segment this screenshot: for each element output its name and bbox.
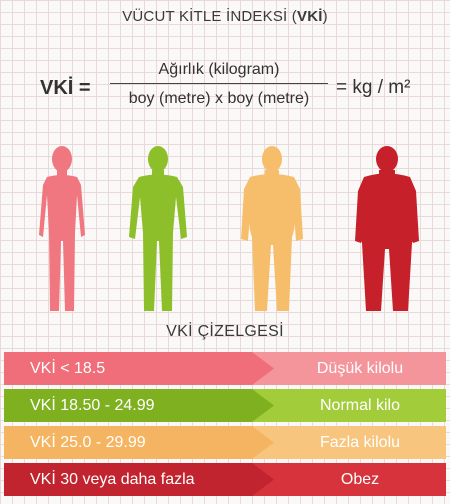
formula-numerator: Ağırlık (kilogram) <box>158 61 280 78</box>
bmi-range-label: VKİ 30 veya daha fazla <box>30 471 195 488</box>
slim-person-icon <box>39 146 85 311</box>
body-figures <box>0 145 450 315</box>
row-left-arrow <box>4 426 274 459</box>
page-title: VÜCUT KİTLE İNDEKSİ (VKİ) <box>0 8 450 25</box>
bmi-range-label: VKİ 18.50 - 24.99 <box>30 397 155 414</box>
title-prefix: VÜCUT KİTLE İNDEKSİ ( <box>122 8 297 25</box>
bmi-chart: VKİ < 18.5 Düşük kilolu VKİ 18.50 - 24.9… <box>4 352 446 500</box>
row-left-arrow <box>4 389 274 422</box>
formula-fraction: Ağırlık (kilogram) boy (metre) x boy (me… <box>110 59 328 110</box>
bmi-row-normal: VKİ 18.50 - 24.99 Normal kilo <box>4 389 446 422</box>
bmi-row-underweight: VKİ < 18.5 Düşük kilolu <box>4 352 446 385</box>
fraction-bar <box>110 83 328 84</box>
bmi-range-label: VKİ 25.0 - 29.99 <box>30 434 146 451</box>
bmi-row-overweight: VKİ 25.0 - 29.99 Fazla kilolu <box>4 426 446 459</box>
bmi-category-label: Normal kilo <box>319 397 400 414</box>
bmi-category-label: Düşük kilolu <box>316 360 404 377</box>
bmi-range-label: VKİ < 18.5 <box>30 360 106 377</box>
title-abbreviation: VKİ <box>296 8 323 25</box>
formula-rhs: = kg / m² <box>336 77 411 98</box>
bmi-row-obese: VKİ 30 veya daha fazla Obez <box>4 463 446 496</box>
obese-person-icon <box>355 146 419 311</box>
bmi-category-label: Fazla kilolu <box>319 434 401 451</box>
row-left-arrow <box>4 352 274 385</box>
normal-person-icon <box>129 146 187 311</box>
formula-denominator: boy (metre) x boy (metre) <box>128 90 310 107</box>
title-suffix: ) <box>322 8 328 25</box>
row-left-arrow <box>4 463 274 496</box>
bmi-formula: VKİ = Ağırlık (kilogram) boy (metre) x b… <box>0 55 450 115</box>
overweight-person-icon <box>241 146 303 311</box>
formula-lhs: VKİ = <box>40 77 91 99</box>
bmi-category-label: Obez <box>340 471 380 488</box>
chart-title: VKİ ÇİZELGESİ <box>166 323 284 340</box>
